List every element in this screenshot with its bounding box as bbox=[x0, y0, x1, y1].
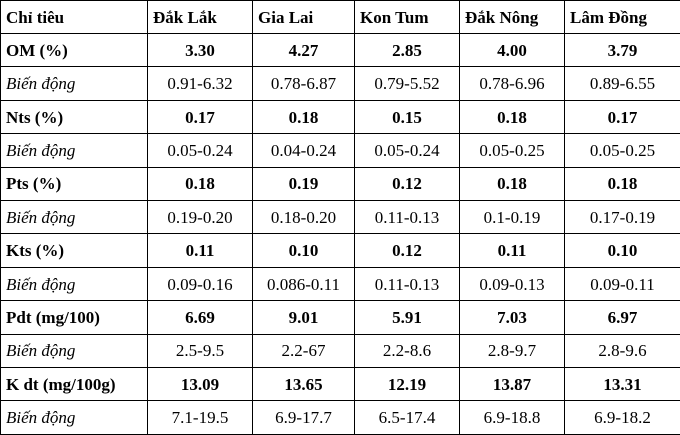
table-cell: 6.9-18.8 bbox=[459, 400, 565, 435]
table-cell: 0.04-0.24 bbox=[252, 133, 355, 168]
table-row-average: OM (%) 3.30 4.27 2.85 4.00 3.79 bbox=[0, 32, 680, 68]
row-label: K dt (mg/100g) bbox=[0, 367, 148, 402]
table-cell: 4.00 bbox=[459, 32, 565, 68]
table-row-range: Biến động 0.91-6.32 0.78-6.87 0.79-5.52 0.78… bbox=[0, 66, 680, 101]
header-province-dak-lak: Đắk Lắk bbox=[147, 0, 253, 34]
table-cell: 0.09-0.11 bbox=[564, 266, 680, 302]
row-label: Biến động bbox=[0, 200, 148, 235]
header-row: Chỉ tiêu Đắk Lắk Gia Lai Kon Tum Đắk Nôn… bbox=[0, 0, 680, 34]
table-cell: 0.12 bbox=[354, 233, 460, 268]
table-cell: 6.9-18.2 bbox=[564, 400, 680, 435]
table-cell: 2.8-9.7 bbox=[459, 333, 565, 369]
table-row-range: Biến động 0.19-0.20 0.18-0.20 0.11-0.13 0.1-… bbox=[0, 200, 680, 235]
table-cell: 6.5-17.4 bbox=[354, 400, 460, 435]
table-cell: 0.17 bbox=[564, 99, 680, 135]
table-cell: 7.03 bbox=[459, 300, 565, 335]
table-cell: 0.11-0.13 bbox=[354, 200, 460, 235]
row-label: Biến động bbox=[0, 333, 148, 369]
table-row-average: K dt (mg/100g) 13.09 13.65 12.19 13.87 13.31 bbox=[0, 367, 680, 402]
table-cell: 6.9-17.7 bbox=[252, 400, 355, 435]
table-row-range: Biến động 0.09-0.16 0.086-0.11 0.11-0.13 0.0… bbox=[0, 266, 680, 302]
table-cell: 0.17 bbox=[147, 99, 253, 135]
row-label: Biến động bbox=[0, 400, 148, 435]
table-cell: 0.10 bbox=[252, 233, 355, 268]
header-indicator: Chỉ tiêu bbox=[0, 0, 148, 34]
row-label: Biến động bbox=[0, 66, 148, 101]
table-cell: 0.78-6.87 bbox=[252, 66, 355, 101]
table-cell: 0.18 bbox=[564, 166, 680, 202]
table-row-average: Pts (%) 0.18 0.19 0.12 0.18 0.18 bbox=[0, 166, 680, 202]
table-cell: 0.086-0.11 bbox=[252, 266, 355, 302]
table-row-average: Kts (%) 0.11 0.10 0.12 0.11 0.10 bbox=[0, 233, 680, 268]
row-label: OM (%) bbox=[0, 32, 148, 68]
header-province-gia-lai: Gia Lai bbox=[252, 0, 355, 34]
row-label: Biến động bbox=[0, 266, 148, 302]
table-cell: 9.01 bbox=[252, 300, 355, 335]
header-province-kon-tum: Kon Tum bbox=[354, 0, 460, 34]
table-cell: 0.19 bbox=[252, 166, 355, 202]
header-province-dak-nong: Đắk Nông bbox=[459, 0, 565, 34]
table-row-average: Pdt (mg/100) 6.69 9.01 5.91 7.03 6.97 bbox=[0, 300, 680, 335]
table-cell: 12.19 bbox=[354, 367, 460, 402]
table-cell: 0.12 bbox=[354, 166, 460, 202]
table-cell: 2.2-67 bbox=[252, 333, 355, 369]
row-label: Nts (%) bbox=[0, 99, 148, 135]
table-cell: 0.05-0.24 bbox=[147, 133, 253, 168]
table-cell: 0.15 bbox=[354, 99, 460, 135]
table-cell: 0.05-0.25 bbox=[459, 133, 565, 168]
table-cell: 2.8-9.6 bbox=[564, 333, 680, 369]
row-label: Pts (%) bbox=[0, 166, 148, 202]
table-row-range: Biến động 0.05-0.24 0.04-0.24 0.05-0.24 0.05… bbox=[0, 133, 680, 168]
table-cell: 2.5-9.5 bbox=[147, 333, 253, 369]
table-cell: 0.91-6.32 bbox=[147, 66, 253, 101]
table-cell: 13.65 bbox=[252, 367, 355, 402]
table-cell: 2.2-8.6 bbox=[354, 333, 460, 369]
table-cell: 5.91 bbox=[354, 300, 460, 335]
table-cell: 0.10 bbox=[564, 233, 680, 268]
table-cell: 0.18 bbox=[459, 99, 565, 135]
header-province-lam-dong: Lâm Đồng bbox=[564, 0, 680, 34]
table-cell: 0.1-0.19 bbox=[459, 200, 565, 235]
table-cell: 0.05-0.24 bbox=[354, 133, 460, 168]
table-cell: 13.31 bbox=[564, 367, 680, 402]
table-row-range: Biến động 7.1-19.5 6.9-17.7 6.5-17.4 6.9-18.… bbox=[0, 400, 680, 435]
table-cell: 6.69 bbox=[147, 300, 253, 335]
table-cell: 2.85 bbox=[354, 32, 460, 68]
table-cell: 0.18 bbox=[147, 166, 253, 202]
table-cell: 0.11 bbox=[147, 233, 253, 268]
table-cell: 0.11 bbox=[459, 233, 565, 268]
table-cell: 0.18 bbox=[459, 166, 565, 202]
table-cell: 0.89-6.55 bbox=[564, 66, 680, 101]
table-cell: 0.09-0.13 bbox=[459, 266, 565, 302]
table-cell: 4.27 bbox=[252, 32, 355, 68]
table-cell: 13.87 bbox=[459, 367, 565, 402]
table-cell: 0.78-6.96 bbox=[459, 66, 565, 101]
table-cell: 0.18 bbox=[252, 99, 355, 135]
table-cell: 6.97 bbox=[564, 300, 680, 335]
table-cell: 3.30 bbox=[147, 32, 253, 68]
row-label: Kts (%) bbox=[0, 233, 148, 268]
table-row-range: Biến động 2.5-9.5 2.2-67 2.2-8.6 2.8-9.7 2.8-… bbox=[0, 333, 680, 369]
table-cell: 7.1-19.5 bbox=[147, 400, 253, 435]
table-cell: 0.11-0.13 bbox=[354, 266, 460, 302]
table-cell: 0.18-0.20 bbox=[252, 200, 355, 235]
table-cell: 0.09-0.16 bbox=[147, 266, 253, 302]
row-label: Biến động bbox=[0, 133, 148, 168]
table-cell: 0.79-5.52 bbox=[354, 66, 460, 101]
table-row-average: Nts (%) 0.17 0.18 0.15 0.18 0.17 bbox=[0, 99, 680, 135]
table-cell: 13.09 bbox=[147, 367, 253, 402]
table-cell: 0.19-0.20 bbox=[147, 200, 253, 235]
row-label: Pdt (mg/100) bbox=[0, 300, 148, 335]
table-cell: 3.79 bbox=[564, 32, 680, 68]
table-cell: 0.05-0.25 bbox=[564, 133, 680, 168]
table-cell: 0.17-0.19 bbox=[564, 200, 680, 235]
